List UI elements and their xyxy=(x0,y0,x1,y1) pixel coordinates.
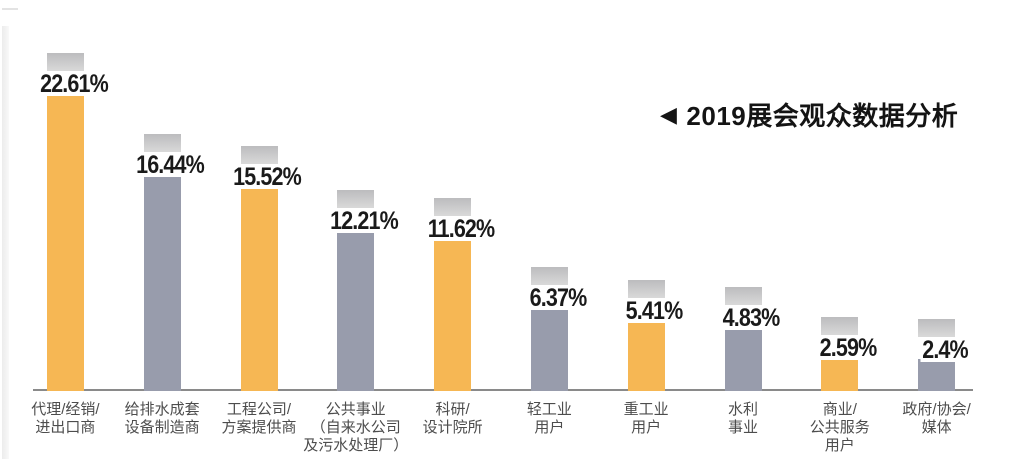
category-label-line: 方案提供商 xyxy=(221,419,297,436)
category-label-line: 媒体 xyxy=(921,419,952,436)
category-label: 轻工业 用户 xyxy=(449,401,649,437)
left-triangle-icon: ◀ xyxy=(660,101,678,127)
bar-value-label: 16.44% xyxy=(134,151,206,179)
category-label-line: 进出口商 xyxy=(35,419,96,436)
category-label-line: 设备制造商 xyxy=(124,419,200,436)
bar: 22.61% xyxy=(17,52,114,391)
category-label: 科研/设计院所 xyxy=(353,401,553,437)
bar-body xyxy=(627,319,665,391)
category-label-line: 商业/ xyxy=(822,401,857,418)
bar-value-band: 16.44% xyxy=(114,151,211,179)
bar: 4.83% xyxy=(695,287,792,391)
bar-value-label: 6.37% xyxy=(527,283,588,312)
bar-cap xyxy=(434,197,472,216)
bar-body xyxy=(143,174,181,391)
x-axis-line xyxy=(33,389,973,391)
bar-cap xyxy=(337,189,375,208)
bar: 16.44% xyxy=(114,134,211,391)
category-label: 水利 事业 xyxy=(643,401,843,437)
bar-value-label: 11.62% xyxy=(425,214,496,243)
category-label-line: 重工业 xyxy=(623,401,669,418)
category-label: 重工业 用户 xyxy=(546,401,746,437)
chart-title-text: 2019展会观众数据分析 xyxy=(686,101,959,131)
plot-area: 22.61% 代理/经销/进出口商 16.44% 给排水成套 设备制造商 15.52% 工程… xyxy=(17,0,985,459)
bar-cap xyxy=(724,287,762,306)
bar-cap xyxy=(918,319,956,338)
category-label-line: 代理/经销/ xyxy=(31,401,100,418)
category-label-line: 及污水处理厂） xyxy=(303,437,409,454)
category-label-line: 设计院所 xyxy=(422,419,483,436)
category-label-line: 用户 xyxy=(534,419,565,436)
bar: 11.62% xyxy=(404,197,501,391)
page-edge-artifact xyxy=(2,26,9,459)
bar-value-band: 5.41% xyxy=(598,296,695,325)
bar-value-band: 2.4% xyxy=(888,336,985,365)
category-label: 工程公司/方案提供商 xyxy=(159,401,359,437)
bar-value-band: 4.83% xyxy=(695,304,792,333)
bar-body xyxy=(918,359,956,391)
bar-value-band: 2.59% xyxy=(791,333,888,362)
category-label-line: 用户 xyxy=(631,419,662,436)
bar-body xyxy=(240,186,278,391)
bar-body xyxy=(724,327,762,391)
chart-title: ◀ 2019展会观众数据分析 xyxy=(660,96,958,133)
bar-value-band: 12.21% xyxy=(307,206,404,235)
bar-value-band: 22.61% xyxy=(17,69,114,98)
category-label: 政府/协会/媒体 xyxy=(837,401,1024,437)
category-label-line: 工程公司/ xyxy=(226,401,292,418)
category-label: 给排水成套 设备制造商 xyxy=(62,401,262,437)
bar-cap xyxy=(627,279,665,298)
bar-body xyxy=(531,306,568,391)
bar: 15.52% xyxy=(211,146,308,391)
bar-value-label: 12.21% xyxy=(328,206,400,235)
bar-value-band: 11.62% xyxy=(404,214,501,243)
bar-cap xyxy=(240,146,278,165)
page-corner-artifact xyxy=(2,8,18,10)
bar-value-label: 4.83% xyxy=(721,304,782,333)
bar: 5.41% xyxy=(598,279,695,391)
category-label: 代理/经销/进出口商 xyxy=(0,401,165,437)
category-label: 商业/公共服务 用户 xyxy=(740,401,940,455)
bar-value-label: 2.59% xyxy=(817,333,878,362)
bar-cap xyxy=(821,316,859,335)
category-label-line: 公共服务 xyxy=(809,419,870,436)
bar-cap xyxy=(47,52,84,71)
bar: 12.21% xyxy=(307,189,404,391)
bar-body xyxy=(47,92,84,391)
bar: 6.37% xyxy=(501,266,598,391)
category-label-line: 公共事业 xyxy=(325,401,386,418)
bar-body xyxy=(434,237,472,391)
category-label-line: （自来水公司 xyxy=(310,419,401,436)
bar-value-label: 5.41% xyxy=(624,296,685,325)
bar-body xyxy=(337,229,375,391)
category-label-line: 政府/协会/ xyxy=(902,401,971,418)
bar-value-band: 15.52% xyxy=(211,163,308,192)
category-label-line: 给排水成套 xyxy=(124,401,200,418)
bar-cap xyxy=(531,266,568,285)
bar-cap xyxy=(143,134,181,152)
bar-value-label: 22.61% xyxy=(37,69,110,98)
bar: 2.4% xyxy=(888,319,985,391)
bar-value-band: 6.37% xyxy=(501,283,598,312)
category-label: 公共事业 （自来水公司 及污水处理厂） xyxy=(256,401,456,455)
category-label-line: 水利 xyxy=(727,401,758,418)
category-label-line: 事业 xyxy=(727,419,758,436)
bar-value-label: 15.52% xyxy=(231,163,303,192)
category-label-line: 科研/ xyxy=(435,401,470,418)
bar-body xyxy=(821,356,859,391)
bar: 2.59% xyxy=(791,316,888,391)
bar-value-label: 2.4% xyxy=(920,336,970,365)
category-label-line: 轻工业 xyxy=(526,401,572,418)
category-label-line: 用户 xyxy=(824,437,855,454)
